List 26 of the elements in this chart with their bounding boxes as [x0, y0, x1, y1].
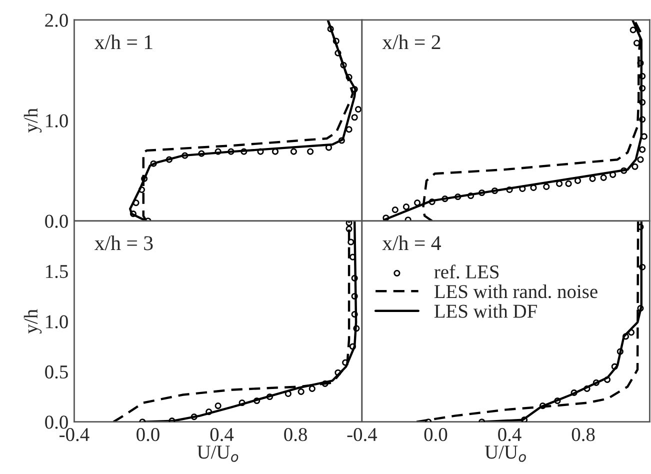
y-tick-label: 0.5	[45, 365, 68, 379]
annotation: x/h = 4	[382, 236, 441, 250]
y-tick-label: 1.0	[46, 114, 68, 128]
y-tick-label: 0.0	[45, 416, 68, 429]
annotation: x/h = 3	[94, 236, 153, 250]
y-axis-title: y/h	[24, 309, 42, 334]
x-tick-label: 0.8	[284, 428, 307, 442]
y-tick-label: 2.0	[45, 14, 68, 27]
x-tick-label: 0.4	[498, 428, 522, 442]
y-axis-title: y/h	[24, 108, 42, 133]
legend-label: LES with DF	[434, 304, 537, 318]
legend-label: LES with rand. noise	[434, 284, 598, 298]
x-tick-label: 0.0	[424, 428, 448, 442]
x-tick-label: -0.4	[60, 428, 90, 442]
x-tick-label: -0.4	[347, 428, 378, 442]
x-tick-label: 0.0	[136, 428, 160, 442]
y-tick-label: 1.5	[46, 265, 68, 278]
x-tick-label: 0.8	[572, 428, 595, 442]
annotation: x/h = 1	[94, 34, 152, 50]
x-axis-title: U/U$_{o}$	[197, 446, 238, 462]
y-tick-label: 0.0	[45, 214, 68, 228]
y-tick-label: 1.0	[46, 315, 68, 328]
annotation: x/h = 2	[382, 34, 440, 50]
x-tick-label: 0.4	[210, 428, 234, 442]
legend-label: ref. LES	[434, 264, 499, 279]
x-axis-title: U/U$_{o}$	[484, 446, 526, 462]
